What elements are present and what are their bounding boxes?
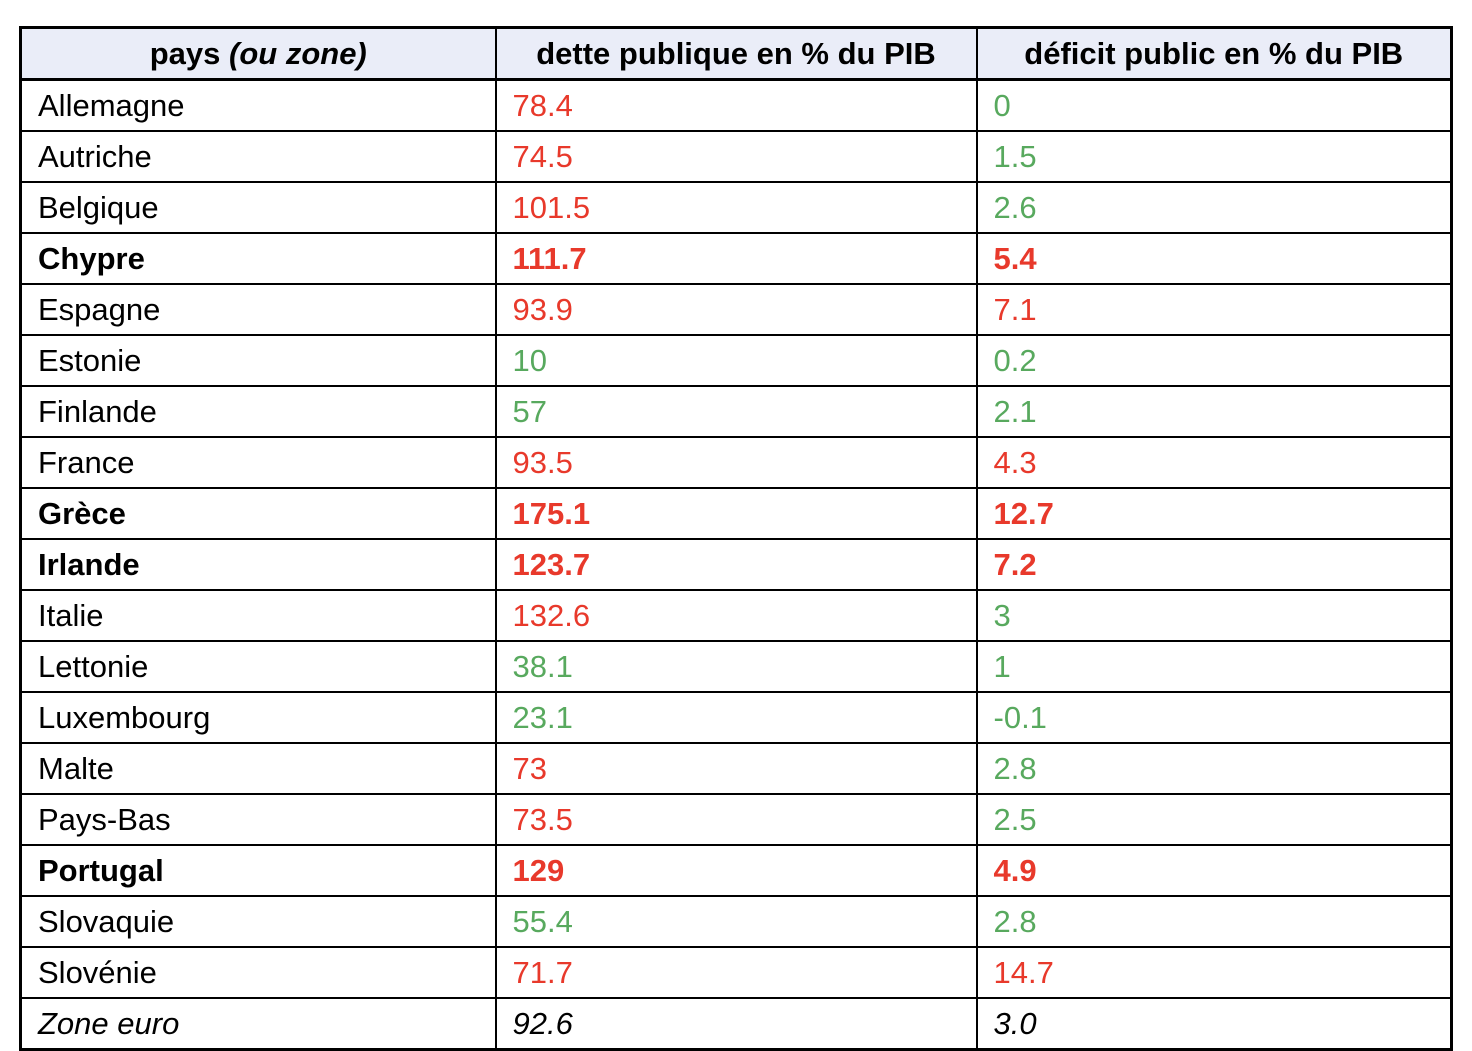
table-row: Pays-Bas 73.5 2.5 (19, 793, 1453, 846)
table-row: Autriche 74.5 1.5 (19, 130, 1453, 183)
deficit-value-cell: 3.0 (975, 997, 1453, 1051)
deficit-value-cell: 3 (975, 589, 1453, 642)
debt-value-cell: 57 (494, 385, 978, 438)
country-cell: Slovaquie (19, 895, 497, 948)
debt-value-cell: 73.5 (494, 793, 978, 846)
header-row: pays (ou zone) dette publique en % du PI… (19, 26, 1453, 81)
header-deficit: déficit public en % du PIB (975, 26, 1453, 81)
table-row: France 93.5 4.3 (19, 436, 1453, 489)
deficit-value-cell: 4.9 (975, 844, 1453, 897)
debt-value-cell: 23.1 (494, 691, 978, 744)
country-cell: Allemagne (19, 78, 497, 132)
table-row: Lettonie 38.1 1 (19, 640, 1453, 693)
deficit-value-cell: -0.1 (975, 691, 1453, 744)
country-cell: Finlande (19, 385, 497, 438)
debt-value-cell: 129 (494, 844, 978, 897)
debt-value-cell: 10 (494, 334, 978, 387)
page: pays (ou zone) dette publique en % du PI… (19, 26, 1453, 1051)
table-row: Grèce 175.1 12.7 (19, 487, 1453, 540)
table-body: Allemagne 78.4 0 Autriche 74.5 1.5 Belgi… (19, 78, 1453, 1051)
debt-value-cell: 111.7 (494, 232, 978, 285)
table-row: Estonie 10 0.2 (19, 334, 1453, 387)
country-cell: France (19, 436, 497, 489)
deficit-value-cell: 2.8 (975, 895, 1453, 948)
country-cell: Italie (19, 589, 497, 642)
country-cell: Belgique (19, 181, 497, 234)
debt-value-cell: 38.1 (494, 640, 978, 693)
debt-value-cell: 123.7 (494, 538, 978, 591)
debt-value-cell: 71.7 (494, 946, 978, 999)
debt-value-cell: 93.9 (494, 283, 978, 336)
country-cell: Chypre (19, 232, 497, 285)
debt-value-cell: 92.6 (494, 997, 978, 1051)
table-row: Zone euro 92.6 3.0 (19, 997, 1453, 1051)
deficit-value-cell: 1.5 (975, 130, 1453, 183)
country-cell: Slovénie (19, 946, 497, 999)
table-row: Malte 73 2.8 (19, 742, 1453, 795)
country-cell: Irlande (19, 538, 497, 591)
country-cell: Malte (19, 742, 497, 795)
table-row: Chypre 111.7 5.4 (19, 232, 1453, 285)
table-row: Portugal 129 4.9 (19, 844, 1453, 897)
country-cell: Espagne (19, 283, 497, 336)
debt-value-cell: 55.4 (494, 895, 978, 948)
country-cell: Portugal (19, 844, 497, 897)
deficit-value-cell: 2.8 (975, 742, 1453, 795)
deficit-value-cell: 5.4 (975, 232, 1453, 285)
deficit-value-cell: 4.3 (975, 436, 1453, 489)
country-cell: Pays-Bas (19, 793, 497, 846)
debt-value-cell: 78.4 (494, 78, 978, 132)
deficit-value-cell: 2.1 (975, 385, 1453, 438)
deficit-value-cell: 7.2 (975, 538, 1453, 591)
deficit-value-cell: 7.1 (975, 283, 1453, 336)
country-cell: Zone euro (19, 997, 497, 1051)
header-country-label: pays (149, 36, 230, 71)
table-row: Slovénie 71.7 14.7 (19, 946, 1453, 999)
table-row: Slovaquie 55.4 2.8 (19, 895, 1453, 948)
deficit-value-cell: 2.5 (975, 793, 1453, 846)
country-cell: Autriche (19, 130, 497, 183)
debt-value-cell: 175.1 (494, 487, 978, 540)
country-cell: Luxembourg (19, 691, 497, 744)
deficit-value-cell: 1 (975, 640, 1453, 693)
table-header: pays (ou zone) dette publique en % du PI… (19, 26, 1453, 81)
debt-value-cell: 101.5 (494, 181, 978, 234)
deficit-value-cell: 0 (975, 78, 1453, 132)
table-row: Italie 132.6 3 (19, 589, 1453, 642)
debt-value-cell: 93.5 (494, 436, 978, 489)
table-row: Allemagne 78.4 0 (19, 78, 1453, 132)
table-row: Finlande 57 2.1 (19, 385, 1453, 438)
table-row: Irlande 123.7 7.2 (19, 538, 1453, 591)
debt-value-cell: 74.5 (494, 130, 978, 183)
deficit-value-cell: 12.7 (975, 487, 1453, 540)
header-country: pays (ou zone) (19, 26, 497, 81)
debt-value-cell: 73 (494, 742, 978, 795)
header-debt: dette publique en % du PIB (494, 26, 978, 81)
deficit-value-cell: 14.7 (975, 946, 1453, 999)
debt-deficit-table: pays (ou zone) dette publique en % du PI… (19, 26, 1453, 1051)
deficit-value-cell: 0.2 (975, 334, 1453, 387)
table-row: Luxembourg 23.1 -0.1 (19, 691, 1453, 744)
header-country-label-italic: (ou zone) (229, 36, 367, 71)
country-cell: Grèce (19, 487, 497, 540)
table-row: Espagne 93.9 7.1 (19, 283, 1453, 336)
debt-value-cell: 132.6 (494, 589, 978, 642)
country-cell: Estonie (19, 334, 497, 387)
deficit-value-cell: 2.6 (975, 181, 1453, 234)
country-cell: Lettonie (19, 640, 497, 693)
table-row: Belgique 101.5 2.6 (19, 181, 1453, 234)
